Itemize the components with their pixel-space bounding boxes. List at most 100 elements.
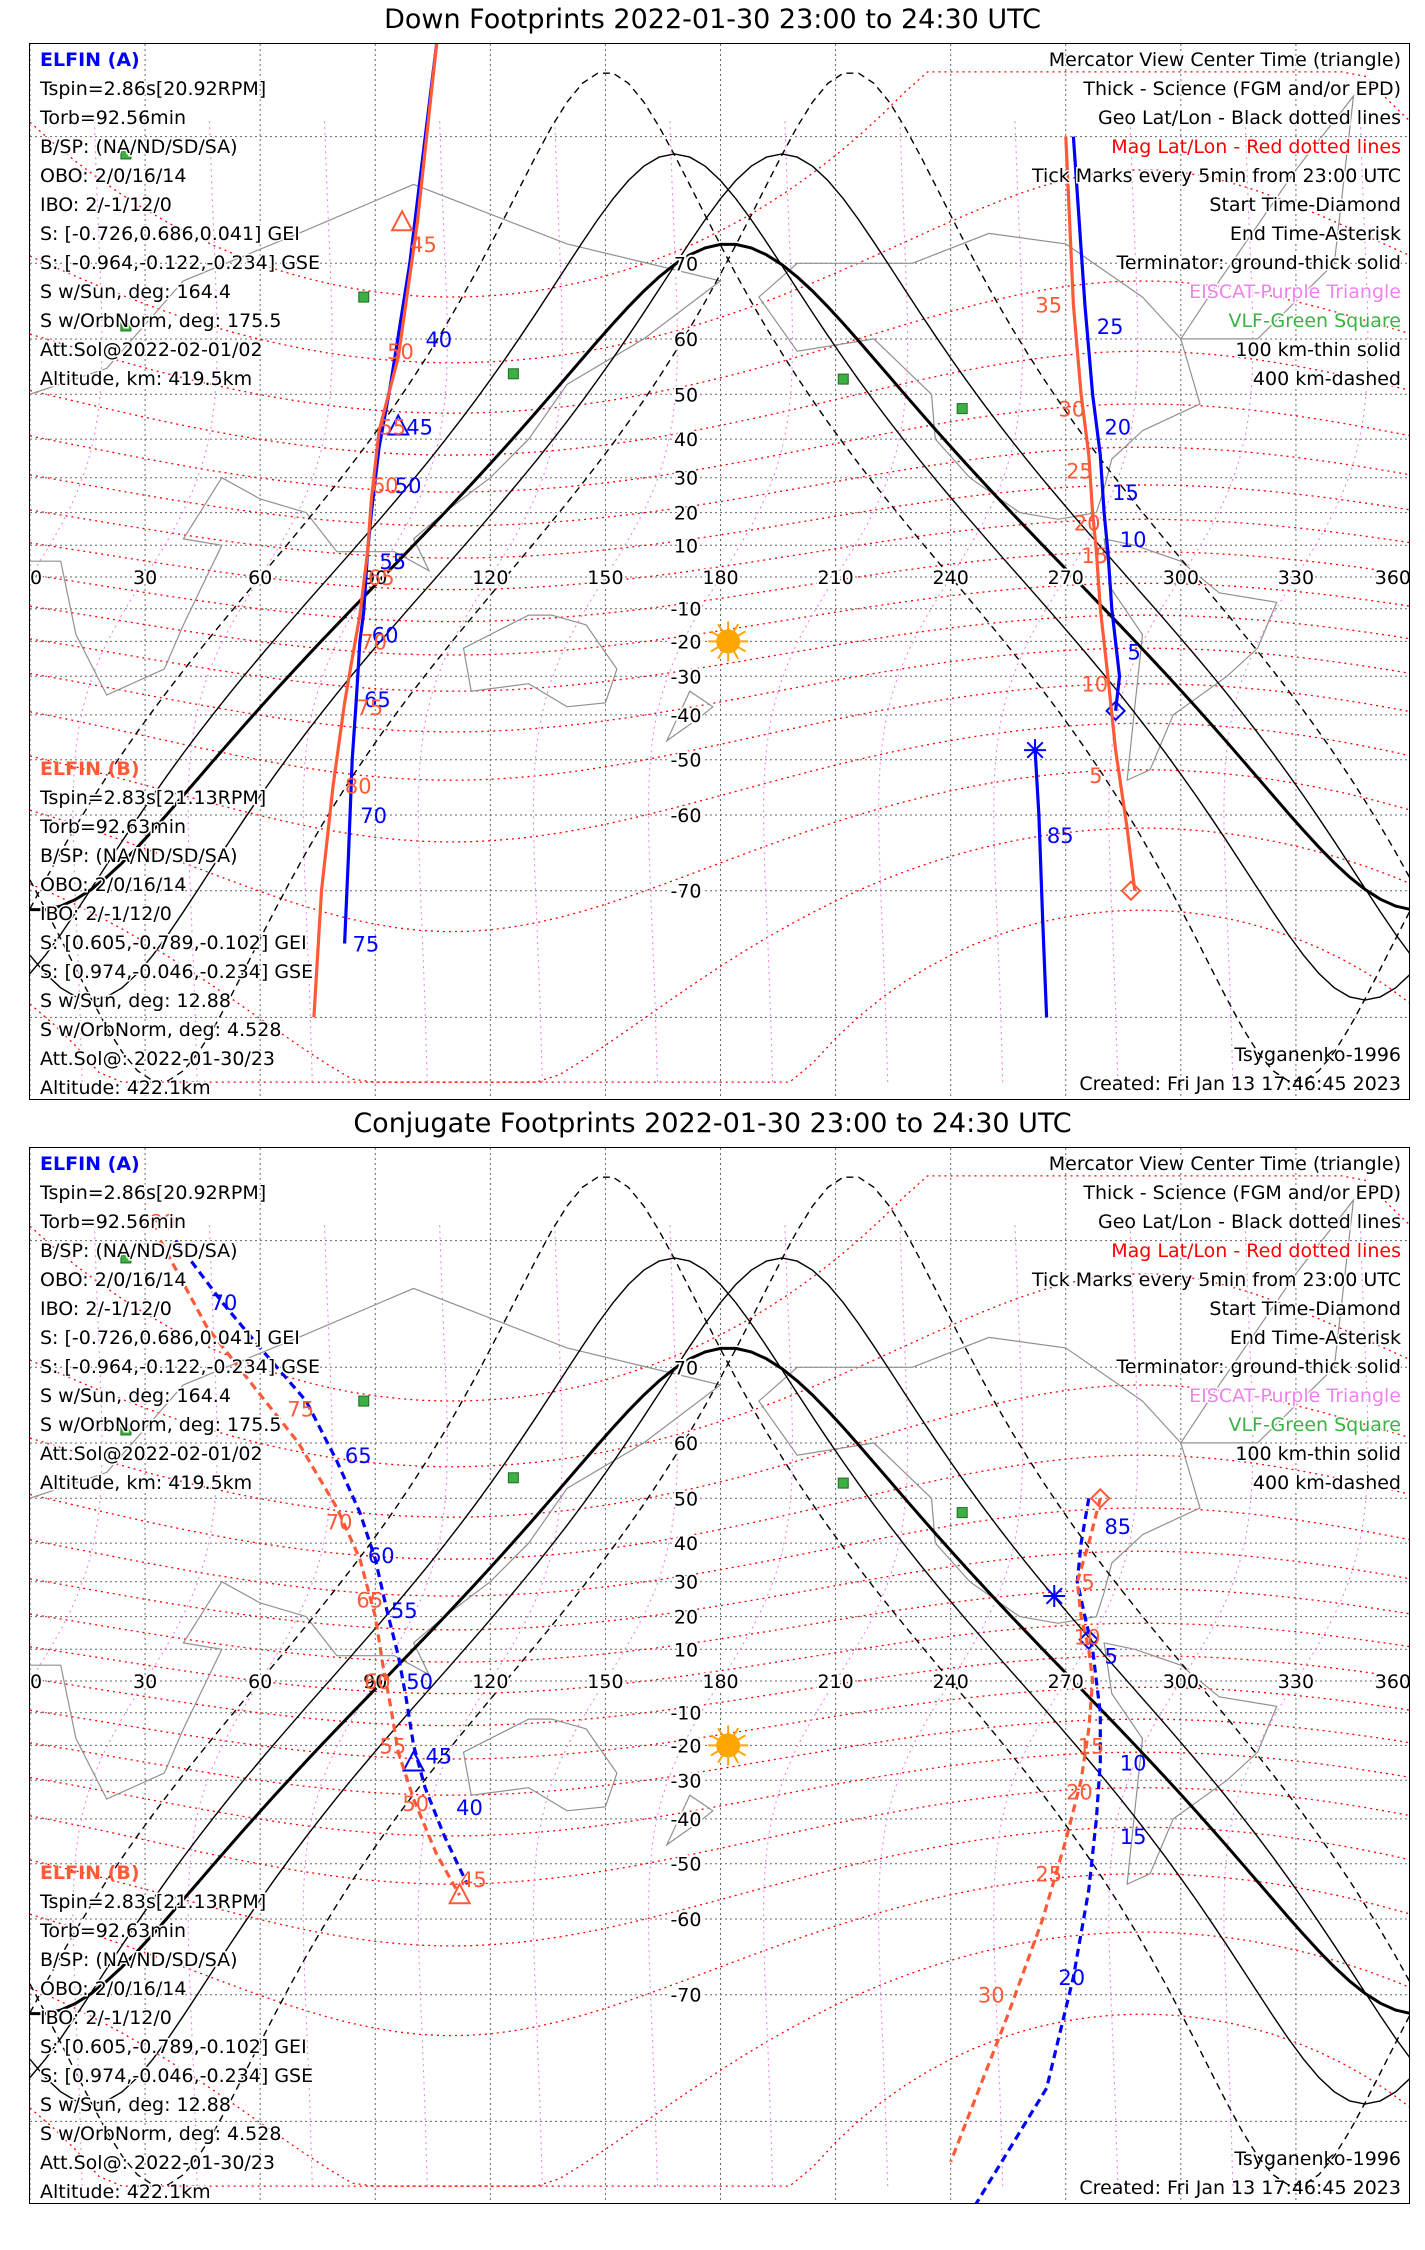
legend-entry: Geo Lat/Lon - Black dotted lines bbox=[1098, 107, 1401, 129]
footprint-line bbox=[1071, 136, 1122, 711]
lat-tick-label: 60 bbox=[674, 1433, 698, 1455]
mag-lat-line bbox=[30, 1273, 1409, 1468]
terminator-line bbox=[30, 72, 1409, 1082]
elfin-a-info-line: OBO: 2/0/16/14 bbox=[40, 165, 186, 187]
time-tick-label: 40 bbox=[425, 328, 452, 352]
mag-lon-line bbox=[993, 117, 1139, 1083]
elfin-b-info-line: S w/OrbNorm, deg: 4.528 bbox=[40, 2123, 281, 2145]
mag-lat-line bbox=[30, 1751, 1409, 1837]
time-tick-label: 60 bbox=[372, 624, 399, 648]
lat-tick-label: -40 bbox=[670, 1809, 701, 1831]
lat-tick-label: -20 bbox=[670, 1735, 701, 1757]
mag-lon-line bbox=[762, 117, 909, 1083]
elfin-b-info-line: S: [0.605,-0.789,-0.102] GEI bbox=[40, 2036, 307, 2058]
lat-tick-label: 70 bbox=[674, 253, 698, 275]
elfin-b-info-line: Torb=92.63min bbox=[39, 1920, 186, 1942]
terminator bbox=[30, 1176, 1409, 2186]
time-tick-label: 80 bbox=[345, 775, 372, 799]
vlf-station-marker bbox=[837, 1477, 849, 1489]
legend-entry: End Time-Asterisk bbox=[1230, 1327, 1401, 1349]
panel-title: Down Footprints 2022-01-30 23:00 to 24:3… bbox=[384, 4, 1041, 35]
legend-entry: Terminator: ground-thick solid bbox=[1116, 252, 1402, 274]
elfin-a-title: ELFIN (A) bbox=[40, 49, 140, 71]
time-tick-label: 70 bbox=[326, 1511, 353, 1535]
coastline bbox=[665, 690, 714, 743]
elfin-b-info-line: IBO: 2/-1/12/0 bbox=[40, 2007, 172, 2029]
geo-grid bbox=[30, 1148, 1409, 2203]
time-tick-label: 15 bbox=[1081, 544, 1108, 568]
mag-lon-line bbox=[72, 1221, 218, 2187]
axis-labels: 0 30 60 90 120 150 180 210 240 270 300 330 360706050… bbox=[30, 1355, 1410, 2008]
time-tick-label: 20 bbox=[1058, 1966, 1085, 1990]
lat-tick-label: -10 bbox=[670, 599, 701, 621]
coastline bbox=[462, 1718, 618, 1812]
mag-lat-line bbox=[30, 1588, 1409, 1663]
vlf-station-marker bbox=[956, 1507, 968, 1519]
mag-lat-line bbox=[30, 1384, 1409, 1518]
legend-entry: Terminator: ground-thick solid bbox=[1116, 1356, 1402, 1378]
elfin-a-info-line: Tspin=2.86s[20.92RPM] bbox=[39, 78, 266, 100]
panel-title: Conjugate Footprints 2022-01-30 23:00 to… bbox=[353, 1108, 1072, 1139]
lon-tick-label: 240 bbox=[933, 1671, 969, 1693]
vlf-station-marker bbox=[120, 320, 132, 332]
time-tick-label: 45 bbox=[406, 415, 433, 439]
elfin-b-info-line: B/SP: (NA/ND/SD/SA) bbox=[40, 1949, 238, 1971]
created-timestamp: Created: Fri Jan 13 17:46:45 2023 bbox=[1079, 2177, 1401, 2199]
mag-lat-line bbox=[30, 446, 1409, 527]
lon-tick-label: 150 bbox=[587, 1671, 623, 1693]
lon-tick-label: 120 bbox=[472, 1671, 508, 1693]
elfin-b-info-line: Att.Sol@: 2022-01-30/23 bbox=[40, 1048, 275, 1070]
legend-entry: VLF-Green Square bbox=[1228, 1414, 1401, 1436]
lon-tick-label: 30 bbox=[133, 1671, 157, 1693]
footprint-line bbox=[949, 1497, 1102, 2163]
time-tick-label: 45 bbox=[460, 1868, 487, 1892]
lat-tick-label: 10 bbox=[674, 535, 698, 557]
lon-tick-label: 360 bbox=[1375, 1671, 1410, 1693]
time-tick-label: 20 bbox=[1104, 415, 1131, 439]
terminator-line bbox=[30, 242, 1409, 912]
lon-tick-label: 360 bbox=[1375, 567, 1410, 589]
mag-lat-line bbox=[30, 1454, 1409, 1560]
elfin-a-info-line: S: [-0.726,0.686,0.041] GEI bbox=[40, 1327, 300, 1349]
time-tick-label: 10 bbox=[1081, 673, 1108, 697]
mag-lat-line bbox=[30, 1686, 1409, 1760]
coastline bbox=[665, 1794, 714, 1847]
terminator-line bbox=[30, 1176, 1409, 2186]
time-tick-label: 15 bbox=[1078, 1734, 1105, 1758]
lat-tick-label: 10 bbox=[674, 1639, 698, 1661]
time-tick-label: 60 bbox=[372, 474, 399, 498]
mag-lat-line bbox=[30, 1507, 1409, 1597]
lat-tick-label: 70 bbox=[674, 1357, 698, 1379]
time-tick-label: 60 bbox=[368, 1544, 395, 1568]
mag-lon-line bbox=[993, 1221, 1139, 2187]
chart-panel-down: 0 30 60 90 120 150 180 210 240 270 300 330 360 70 60 50… bbox=[29, 43, 1410, 1100]
mag-lat-line bbox=[30, 169, 1409, 364]
mag-lat-line bbox=[30, 1931, 1409, 2187]
time-tick-label: 45 bbox=[410, 233, 437, 257]
footprint-line bbox=[312, 44, 439, 1018]
legend-entry: VLF-Green Square bbox=[1228, 310, 1401, 332]
time-tick-label: 75 bbox=[353, 933, 380, 957]
legend-entry: Mag Lat/Lon - Red dotted lines bbox=[1111, 136, 1401, 158]
mag-lat-line bbox=[30, 1622, 1409, 1695]
lat-tick-label: -40 bbox=[670, 705, 701, 727]
mag-lon-line bbox=[1108, 1221, 1254, 2187]
lon-tick-label: 60 bbox=[248, 567, 272, 589]
time-tick-label: 55 bbox=[379, 415, 406, 439]
lon-tick-label: 270 bbox=[1048, 567, 1084, 589]
time-tick-label: 65 bbox=[364, 688, 391, 712]
mag-lat-line bbox=[30, 647, 1409, 733]
time-tick-label: 20 bbox=[1066, 1780, 1093, 1804]
lon-tick-label: 0 bbox=[30, 567, 42, 589]
time-tick-label: 15 bbox=[1120, 1825, 1147, 1849]
start-time-diamond bbox=[1089, 1487, 1111, 1509]
mag-lat-line bbox=[30, 827, 1409, 1083]
lat-tick-label: -60 bbox=[670, 805, 701, 827]
time-tick-label: 10 bbox=[1074, 1625, 1101, 1649]
elfin-b-info-line: S: [0.605,-0.789,-0.102] GEI bbox=[40, 932, 307, 954]
time-tick-label: 5 bbox=[1089, 764, 1102, 788]
legend-entry: Start Time-Diamond bbox=[1209, 194, 1401, 216]
mag-lat-line bbox=[30, 350, 1409, 456]
mag-lat-line bbox=[30, 403, 1409, 493]
terminator-line bbox=[30, 1176, 1409, 2186]
